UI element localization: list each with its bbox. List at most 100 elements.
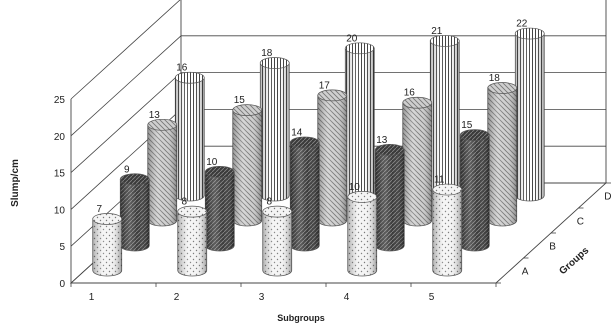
data-label: 16 (404, 88, 416, 99)
cylinder-C-4 (402, 96, 433, 227)
cylinder-shading (175, 77, 205, 201)
cylinder-B-3 (289, 136, 320, 252)
group-tick-label: B (549, 242, 556, 253)
group-tick-label: D (604, 192, 611, 203)
cylinder-C-5 (487, 82, 518, 227)
cylinder-B-1 (119, 173, 150, 252)
cylinder-top (432, 183, 463, 196)
cylinder-A-4 (347, 191, 378, 277)
cylinder-C-3 (317, 89, 348, 227)
y-tick-label: 10 (54, 205, 66, 216)
y-axis-title: Slump/cm (10, 159, 21, 207)
cylinder-top (177, 205, 208, 218)
cylinder-D-5 (514, 27, 545, 202)
data-label: 17 (319, 80, 331, 91)
cylinder-shading (92, 218, 122, 276)
cylinder-shading (487, 88, 517, 227)
cylinder-top (374, 143, 405, 156)
data-label: 16 (176, 63, 188, 74)
cylinder-shading (515, 33, 545, 201)
cylinder-top (174, 71, 205, 84)
cylinder-A-5 (432, 183, 463, 277)
cylinder-A-3 (262, 205, 293, 277)
gridline (70, 0, 181, 100)
cylinder-D-3 (344, 42, 375, 202)
y-tick-label: 5 (59, 242, 65, 253)
cylinder-top (92, 213, 123, 225)
cylinder-shading (347, 196, 377, 276)
data-label: 15 (234, 95, 246, 106)
cylinder-shading (375, 149, 405, 251)
x-tick-label: 2 (174, 292, 180, 303)
x-tick-label: 1 (89, 292, 95, 303)
data-label: 15 (461, 120, 473, 131)
cylinder-top (344, 42, 375, 55)
data-label: 11 (434, 175, 445, 186)
data-label: 20 (346, 33, 358, 44)
cylinder-A-2 (177, 205, 208, 277)
cylinder-top (402, 96, 433, 109)
data-label: 18 (489, 73, 501, 84)
cylinder-shading (262, 211, 292, 276)
data-label: 14 (291, 127, 303, 138)
cylinder-top (259, 57, 290, 69)
cylinder-shading (260, 63, 290, 201)
cylinder-top (147, 118, 178, 131)
cylinder-top (487, 82, 518, 94)
data-label: 22 (516, 19, 528, 30)
cylinder-shading (317, 95, 347, 227)
cylinder-shading (205, 171, 235, 251)
y-tick-label: 20 (54, 132, 66, 143)
cylinder-top (119, 173, 150, 186)
data-label: 9 (124, 164, 130, 175)
z-axis-title: Groups (557, 245, 591, 277)
data-label: 8 (266, 197, 272, 208)
data-label: 13 (376, 135, 388, 146)
cylinder-C-2 (232, 104, 263, 227)
cylinder-shading (147, 124, 177, 227)
group-tick-label: A (522, 267, 529, 278)
x-tick-label: 4 (344, 292, 350, 303)
cylinder-B-5 (459, 129, 490, 252)
cylinder-shading (430, 40, 460, 201)
data-label: 7 (96, 204, 102, 215)
cylinder-shading (460, 135, 490, 251)
data-label: 13 (149, 110, 161, 121)
data-label: 21 (431, 26, 443, 37)
data-label: 10 (206, 157, 218, 168)
cylinder-top (459, 129, 490, 141)
data-label: 18 (261, 48, 273, 59)
y-tick-label: 0 (59, 279, 65, 290)
cylinder-top (204, 166, 235, 178)
cylinder-top (514, 27, 545, 40)
cylinder-top (347, 191, 378, 203)
cylinder-shading (345, 48, 375, 201)
cylinder-A-1 (92, 213, 123, 277)
cylinder-top (232, 104, 263, 116)
y-tick-label: 15 (54, 169, 66, 180)
cylinder-shading (290, 142, 320, 251)
y-tick-label: 25 (54, 95, 66, 106)
cylinder-B-2 (204, 166, 235, 252)
chart-walls (69, 0, 611, 287)
cylinder-shading (120, 179, 150, 251)
cylinder-top (262, 205, 293, 218)
cylinder-D-2 (259, 57, 290, 202)
cylinder-shading (177, 211, 207, 276)
cylinder-C-1 (147, 118, 178, 227)
cylinder-shading (232, 110, 262, 227)
data-label: 8 (181, 197, 187, 208)
cylinder-D-1 (174, 71, 205, 202)
x-tick-label: 5 (429, 292, 435, 303)
x-tick-label: 3 (259, 292, 265, 303)
cylinder-top (317, 89, 348, 102)
cylinder-top (289, 136, 320, 149)
group-tick-label: C (577, 217, 584, 228)
cylinder-shading (432, 189, 462, 276)
x-axis-title: Subgroups (277, 313, 325, 323)
cylinder-B-4 (374, 143, 405, 252)
cylinder-top (429, 35, 460, 47)
data-label: 10 (349, 182, 361, 193)
